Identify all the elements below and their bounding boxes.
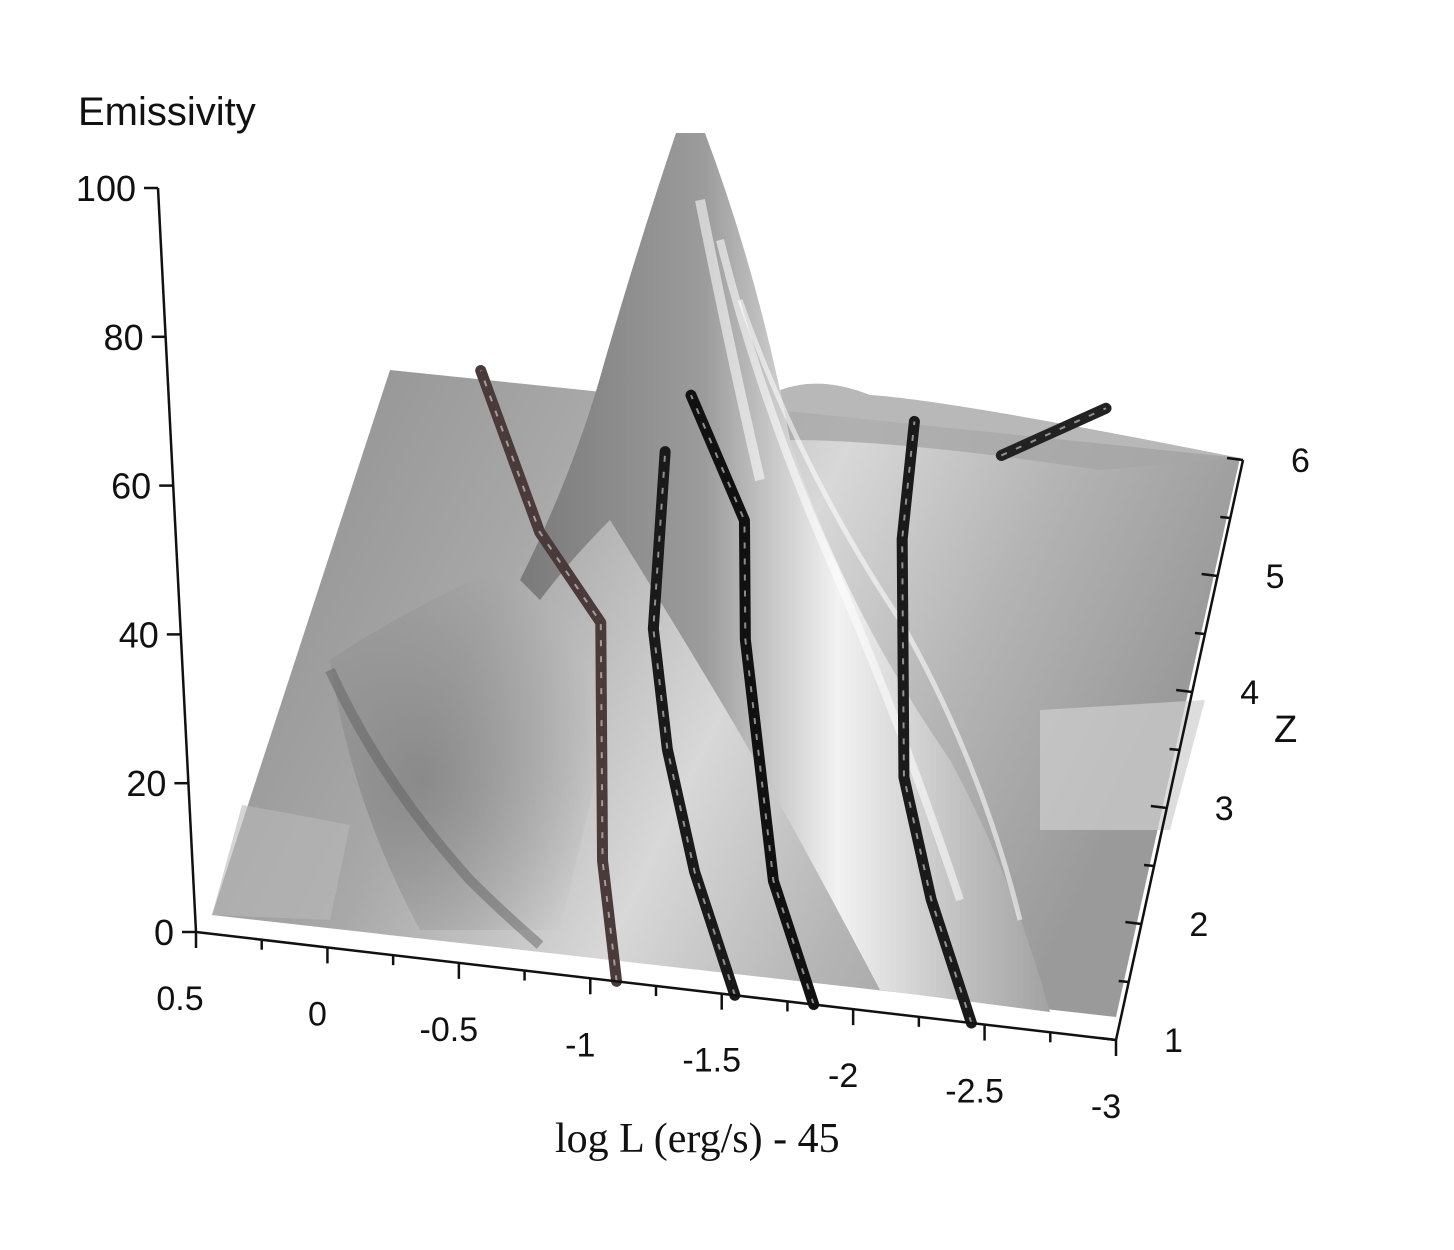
surface-valley-shading — [330, 555, 640, 930]
z-tick-label: 2 — [1189, 906, 1208, 944]
evolution-tracks — [475, 365, 1112, 1029]
surface-left-shelf — [212, 805, 350, 920]
log-l-ticks: 0.5 0 -0.5 -1 -1.5 -2 -2.5 -3 — [156, 932, 1121, 1126]
log-l-tick-label: -3 — [1091, 1088, 1121, 1126]
z-major-tick — [1226, 456, 1244, 462]
z-minor-tick — [1118, 979, 1129, 984]
z-minor-tick — [1220, 515, 1231, 520]
emissivity-tick-label: 80 — [104, 317, 144, 358]
emissivity-tick-label: 0 — [154, 912, 174, 953]
surface — [212, 133, 1240, 1017]
emissivity-ticks: 0 20 40 60 80 100 — [76, 168, 196, 953]
log-l-tick-label: -0.5 — [420, 1011, 479, 1049]
log-l-axis-title: log L (erg/s) - 45 — [555, 1116, 840, 1162]
evolution-track-highlight — [652, 451, 736, 996]
emissivity-axis-title: Emissivity — [78, 90, 256, 134]
surface-peak — [520, 133, 1050, 1012]
surface-ridge-dark — [325, 667, 544, 949]
evolution-track-highlight — [1000, 407, 1107, 457]
z-minor-tick — [1194, 631, 1206, 636]
log-l-tick-label: 0.5 — [156, 980, 203, 1018]
z-tick-label: 4 — [1240, 674, 1259, 712]
log-l-tick-label: -2 — [828, 1057, 858, 1095]
surface-right-step — [1040, 700, 1205, 830]
evolution-track-highlight — [690, 394, 815, 1005]
z-major-tick — [1125, 920, 1142, 926]
emissivity-tick-label: 20 — [126, 763, 166, 804]
emissivity-tick-label: 100 — [76, 168, 136, 209]
z-minor-tick — [1169, 747, 1180, 752]
emissivity-tick-label: 60 — [111, 466, 151, 507]
z-ticks: 1 2 3 4 5 6 — [1099, 442, 1310, 1060]
z-major-tick — [1201, 572, 1218, 578]
evolution-track-highlight — [901, 421, 973, 1024]
z-tick-label: 3 — [1215, 790, 1234, 828]
z-major-tick — [1150, 804, 1167, 810]
log-l-tick-label: -1.5 — [682, 1042, 741, 1080]
emissivity-axis-line — [156, 187, 198, 933]
log-l-tick-label: 0 — [308, 995, 327, 1033]
log-l-tick-label: -2.5 — [945, 1073, 1004, 1111]
z-major-tick — [1099, 1036, 1117, 1042]
z-axis-title: Z — [1274, 709, 1297, 751]
surface-back-bump — [780, 383, 1240, 470]
evolution-track-highlight — [479, 370, 618, 982]
emissivity-tick-label: 40 — [119, 614, 159, 655]
log-l-tick-label: -1 — [565, 1026, 595, 1064]
z-tick-label: 6 — [1291, 442, 1310, 480]
z-minor-tick — [1143, 863, 1155, 868]
z-major-tick — [1176, 688, 1193, 694]
z-tick-label: 1 — [1164, 1022, 1183, 1060]
z-tick-label: 5 — [1266, 558, 1285, 596]
